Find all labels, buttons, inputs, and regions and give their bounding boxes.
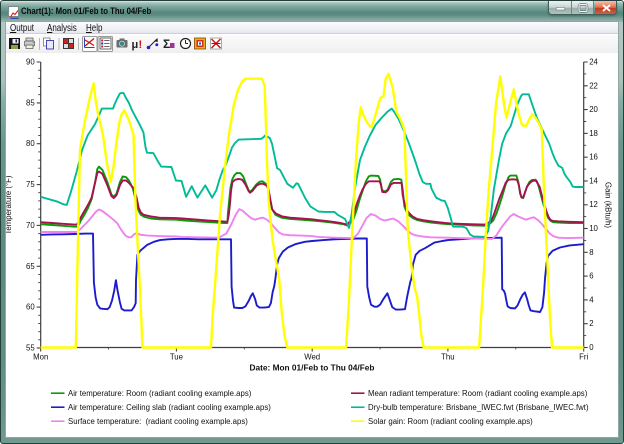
svg-text:24: 24	[589, 58, 598, 67]
svg-text:Σ: Σ	[163, 37, 170, 51]
svg-text:16: 16	[589, 153, 598, 162]
svg-text:Temperature (°F): Temperature (°F)	[6, 175, 13, 234]
svg-text:85: 85	[26, 98, 35, 107]
svg-text:Tue: Tue	[170, 353, 183, 362]
svg-text:Fri: Fri	[579, 353, 588, 362]
svg-text:Solar gain: Room (radiant cool: Solar gain: Room (radiant cooling exampl…	[368, 417, 533, 426]
svg-text:60: 60	[26, 303, 35, 312]
svg-text:Wed: Wed	[304, 353, 320, 362]
svg-text:Mean radiant temperature: Room: Mean radiant temperature: Room (radiant …	[368, 389, 588, 398]
svg-text:Air temperature: Ceiling slab: Air temperature: Ceiling slab (radiant c…	[68, 403, 271, 412]
svg-text:Mon: Mon	[33, 353, 48, 362]
svg-text:Air temperature: Room (radiant: Air temperature: Room (radiant cooling e…	[68, 389, 252, 398]
svg-text:Surface temperature: (radiant: Surface temperature: (radiant cooling ex…	[68, 417, 248, 426]
svg-text:80: 80	[26, 139, 35, 148]
svg-text:70: 70	[26, 221, 35, 230]
svg-text:Dry-bulb temperature: Brisbane: Dry-bulb temperature: Brisbane_IWEC.fwt …	[368, 403, 589, 412]
svg-text:65: 65	[26, 262, 35, 271]
svg-text:10: 10	[589, 224, 598, 233]
svg-text:55: 55	[26, 344, 35, 353]
svg-text:4: 4	[589, 295, 594, 304]
svg-text:12: 12	[589, 200, 598, 209]
svg-text:0: 0	[589, 343, 594, 352]
svg-text:8: 8	[589, 248, 593, 257]
svg-text:Thu: Thu	[441, 353, 454, 362]
svg-text:μ: μ	[132, 39, 139, 51]
svg-text:75: 75	[26, 180, 35, 189]
svg-text:Gain (kBtu/h): Gain (kBtu/h)	[604, 182, 613, 228]
svg-text:18: 18	[589, 129, 598, 138]
svg-text:Date: Mon 01/Feb to Thu 04/Feb: Date: Mon 01/Feb to Thu 04/Feb	[250, 363, 375, 373]
svg-text:90: 90	[26, 58, 35, 67]
svg-text:14: 14	[589, 177, 598, 186]
svg-text:20: 20	[589, 105, 598, 114]
svg-text:6: 6	[589, 272, 593, 281]
svg-text:22: 22	[589, 81, 598, 90]
svg-text:!: !	[139, 39, 143, 51]
svg-text:2: 2	[589, 319, 593, 328]
